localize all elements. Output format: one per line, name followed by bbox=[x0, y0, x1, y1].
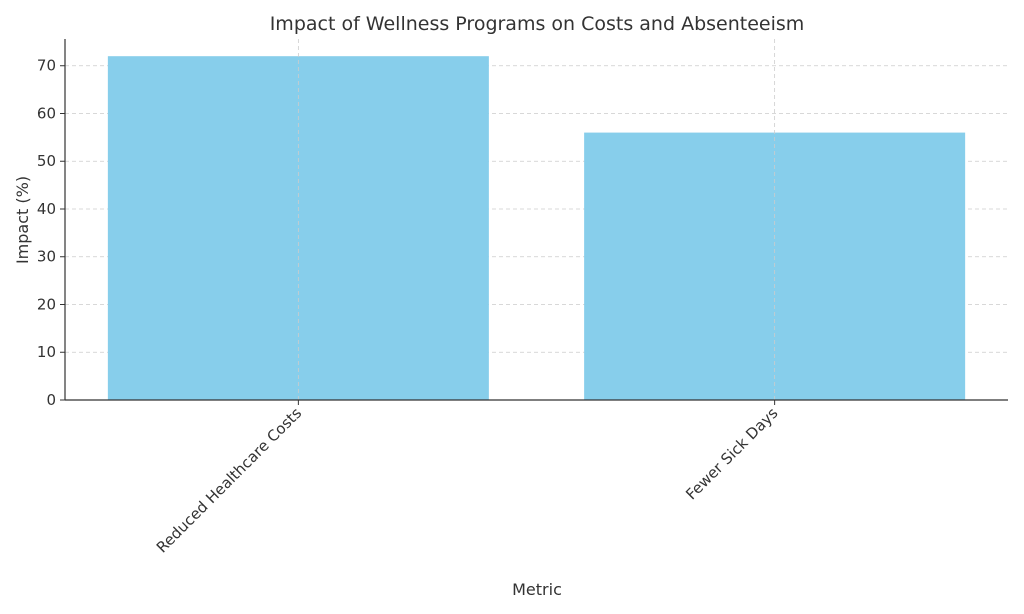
y-tick-label: 10 bbox=[37, 343, 56, 361]
y-tick-label: 40 bbox=[37, 200, 56, 218]
x-tick-label: Fewer Sick Days bbox=[682, 404, 781, 503]
chart-title: Impact of Wellness Programs on Costs and… bbox=[270, 13, 805, 35]
x-tick-label: Reduced Healthcare Costs bbox=[153, 404, 305, 556]
y-tick-label: 30 bbox=[37, 248, 56, 266]
y-tick-label: 0 bbox=[46, 391, 56, 409]
bar-layer bbox=[107, 56, 966, 400]
x-axis-label: Metric bbox=[512, 580, 562, 599]
y-axis-label: Impact (%) bbox=[13, 176, 32, 264]
x-tick-layer: Reduced Healthcare Costs Fewer Sick Days bbox=[153, 400, 782, 556]
y-tick-label: 60 bbox=[37, 104, 56, 122]
axis-layer bbox=[64, 39, 1008, 401]
y-tick-label: 50 bbox=[37, 152, 56, 170]
y-tick-label: 20 bbox=[37, 295, 56, 313]
y-tick-label: 70 bbox=[37, 57, 56, 75]
y-tick-layer: 0 10 20 30 40 50 60 70 bbox=[37, 57, 65, 409]
